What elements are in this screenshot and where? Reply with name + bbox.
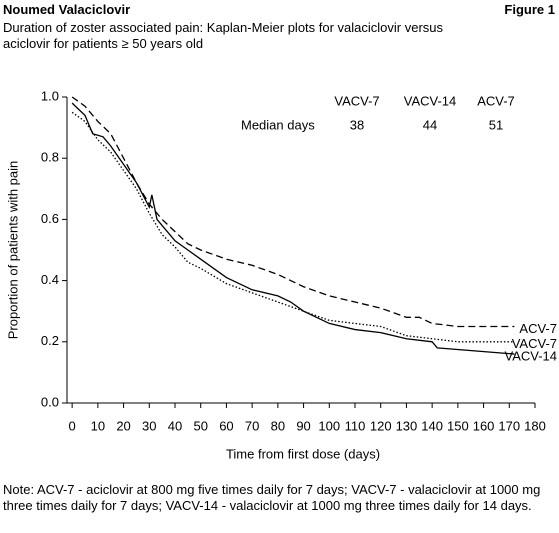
x-tick-label: 140 (421, 418, 443, 433)
km-line (71, 96, 515, 328)
x-axis-label: Time from first dose (days) (226, 446, 380, 461)
x-tick-label: 80 (271, 418, 285, 433)
figure-label: Figure 1 (504, 2, 555, 17)
line-label: ACV-7 (519, 321, 557, 336)
line-label: VACV-7 (512, 336, 557, 351)
y-tick-label: 0.2 (41, 333, 59, 348)
x-tick-label: 30 (142, 418, 156, 433)
median-value: 38 (350, 117, 364, 132)
x-tick-label: 20 (116, 418, 130, 433)
median-column-header: VACV-14 (404, 93, 457, 108)
x-tick-label: 150 (447, 418, 469, 433)
y-tick-label: 0.8 (41, 150, 59, 165)
y-axis-label: Proportion of patients with pain (5, 161, 20, 340)
x-tick-label: 100 (318, 418, 340, 433)
x-tick-label: 60 (219, 418, 233, 433)
km-line (71, 102, 515, 355)
x-tick-label: 180 (524, 418, 546, 433)
x-tick-label: 0 (69, 418, 76, 433)
y-tick-label: 1.0 (41, 88, 59, 103)
x-tick-label: 10 (91, 418, 105, 433)
subtitle: Duration of zoster associated pain: Kapl… (3, 20, 444, 51)
y-tick-label: 0.6 (41, 211, 59, 226)
median-value: 44 (423, 117, 437, 132)
x-tick-label: 40 (168, 418, 182, 433)
x-tick-label: 170 (498, 418, 520, 433)
median-value: 51 (489, 117, 503, 132)
x-tick-label: 70 (245, 418, 259, 433)
median-row-label: Median days (241, 117, 315, 132)
median-column-header: VACV-7 (334, 93, 379, 108)
line-label: VACV-14 (504, 348, 557, 363)
x-tick-label: 160 (473, 418, 495, 433)
header-title: Noumed Valaciclovir (3, 2, 131, 17)
median-column-header: ACV-7 (477, 93, 515, 108)
x-tick-label: 120 (370, 418, 392, 433)
y-tick-label: 0.4 (41, 272, 59, 287)
km-line (71, 111, 515, 343)
x-tick-label: 90 (296, 418, 310, 433)
x-tick-label: 50 (193, 418, 207, 433)
x-tick-label: 130 (396, 418, 418, 433)
x-tick-label: 110 (345, 418, 366, 433)
y-tick-label: 0.0 (41, 394, 59, 409)
note: Note: ACV-7 - aciclovir at 800 mg five t… (3, 482, 541, 513)
chart: Proportion of patients with pain Time fr… (5, 88, 557, 461)
